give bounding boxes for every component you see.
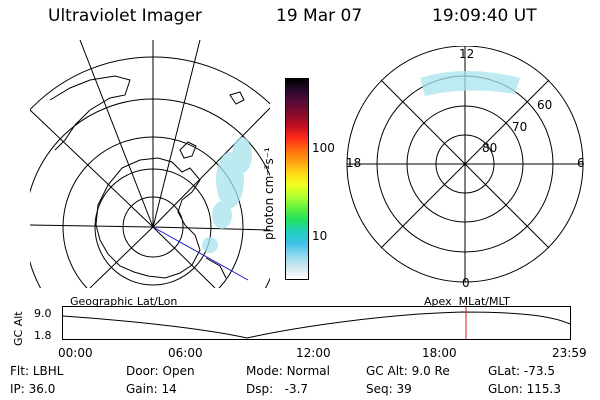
polar-plot xyxy=(346,46,584,283)
mlat-label-60: 60 xyxy=(537,98,553,112)
meridian-line xyxy=(152,226,216,288)
altitude-curve xyxy=(62,311,571,339)
status-gain: Gain: 14 xyxy=(126,382,177,396)
meridian-line xyxy=(152,226,270,231)
polar-aurora-emission xyxy=(420,71,520,96)
status-dsp: Dsp: -3.7 xyxy=(246,382,309,396)
meridian-line xyxy=(89,226,154,288)
altitude-tick-low: 1.8 xyxy=(34,329,52,342)
time-tick-0000: 00:00 xyxy=(58,346,93,360)
colorbar-tick-10: 10 xyxy=(312,229,328,243)
time-label: 19:09:40 UT xyxy=(432,6,537,26)
geographic-map xyxy=(30,40,270,288)
mlat-label-70: 70 xyxy=(512,120,528,134)
time-tick-2359: 23:59 xyxy=(552,346,587,360)
status-glat: GLat: -73.5 xyxy=(488,364,555,378)
mlt-label-0: 0 xyxy=(462,276,470,290)
status-ip: IP: 36.0 xyxy=(10,382,56,396)
polar-caption: Apex MLat/MLT xyxy=(424,295,510,308)
colorbar-tick-100: 100 xyxy=(312,141,335,155)
status-flt: Flt: LBHL xyxy=(10,364,64,378)
mlt-label-6: 6 xyxy=(577,156,585,170)
aurora-emission xyxy=(202,137,252,253)
mlt-label-18: 18 xyxy=(346,156,362,170)
date-label: 19 Mar 07 xyxy=(276,6,363,26)
altitude-axis-label: GC Alt xyxy=(12,311,25,346)
time-tick-1800: 18:00 xyxy=(422,346,457,360)
mlt-label-12: 12 xyxy=(459,47,475,61)
time-tick-1200: 12:00 xyxy=(296,346,331,360)
altitude-tick-high: 9.0 xyxy=(34,307,52,320)
color-scale-bar xyxy=(285,78,309,280)
geographic-caption: Geographic Lat/Lon xyxy=(70,295,178,308)
mlat-label-80: 80 xyxy=(482,141,498,155)
meridian-line xyxy=(152,107,270,228)
colorbar-unit-label: photon cm⁻²s⁻¹ xyxy=(262,147,276,240)
status-glon: GLon: 115.3 xyxy=(488,382,561,396)
meridian-line xyxy=(30,224,154,228)
status-gc-alt: GC Alt: 9.0 Re xyxy=(366,364,450,378)
instrument-title: Ultraviolet Imager xyxy=(48,6,202,26)
meridian-line xyxy=(30,109,154,228)
satellite-track xyxy=(152,226,249,281)
altitude-strip-plot xyxy=(62,306,571,340)
meridian-line xyxy=(79,40,154,228)
time-tick-0600: 06:00 xyxy=(168,346,203,360)
status-mode: Mode: Normal xyxy=(246,364,330,378)
meridian-line xyxy=(152,40,201,228)
status-seq: Seq: 39 xyxy=(366,382,412,396)
status-door: Door: Open xyxy=(126,364,195,378)
coastlines xyxy=(49,75,245,279)
